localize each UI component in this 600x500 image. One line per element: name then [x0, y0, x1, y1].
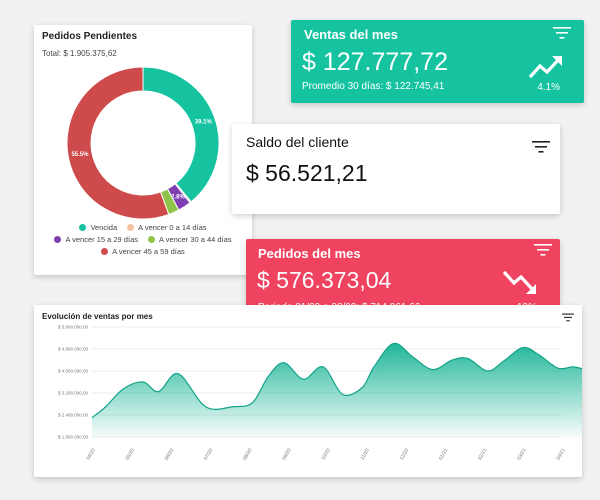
trend-up-icon — [528, 56, 562, 79]
legend-label: A vencer 15 a 29 días — [65, 235, 138, 244]
x-tick-label: 04/20 — [85, 447, 97, 461]
legend-dot — [54, 236, 62, 243]
x-tick-label: 09/20 — [281, 447, 293, 461]
legend-dot — [148, 236, 155, 243]
legend-label: A vencer 45 a 59 días — [112, 247, 185, 256]
legend-label: A vencer 0 a 14 días — [138, 223, 207, 232]
sales-area-fill — [92, 343, 582, 437]
x-tick-label: 01/21 — [438, 447, 450, 461]
legend-label: A vencer 30 a 44 días — [159, 235, 232, 244]
donut-slice-label: 39.1% — [195, 120, 213, 126]
legend-item[interactable]: Vencida — [79, 223, 117, 232]
sales-evolution-card: $ 1.600.000,00 $ 2.400.000,00 $ 3.200.000,… — [34, 305, 582, 477]
x-tick-label: 02/21 — [477, 447, 489, 461]
pending-orders-card: Pedidos Pendientes Total: $ 1.905.375,62… — [34, 25, 252, 275]
x-tick-label: 04/21 — [555, 447, 567, 461]
legend-item[interactable]: A vencer 0 a 14 días — [127, 223, 207, 232]
customer-balance-card: Saldo del cliente $ 56.521,21 — [232, 124, 560, 214]
legend-item[interactable]: A vencer 15 a 29 días — [54, 235, 138, 244]
sales-area-line — [91, 342, 582, 419]
x-tick-label: 07/20 — [203, 447, 215, 461]
customer-balance-value: $ 56.521,21 — [246, 160, 368, 186]
x-tick-label: 03/21 — [516, 447, 528, 461]
donut-slice[interactable] — [142, 66, 220, 203]
sales-evolution-title: Evolución de ventas por mes — [42, 312, 153, 321]
legend-item[interactable]: A vencer 45 a 59 días — [101, 247, 185, 256]
x-tick-label: 06/20 — [164, 447, 176, 461]
monthly-sales-value: $ 127.777,72 — [302, 48, 448, 76]
trend-down-icon — [502, 270, 536, 294]
y-tick-label: $ 4.800.000,00 — [58, 347, 89, 352]
sales-evolution-chart: $ 1.600.000,00 $ 2.400.000,00 $ 3.200.000,… — [58, 325, 582, 462]
legend-item[interactable]: A vencer 30 a 44 días — [148, 235, 232, 244]
monthly-orders-value: $ 576.373,04 — [257, 267, 392, 293]
monthly-orders-title: Pedidos del mes — [258, 246, 361, 261]
x-tick-label: 11/20 — [360, 448, 371, 462]
filter-icon[interactable] — [534, 244, 552, 256]
x-tick-label: 10/20 — [320, 447, 332, 461]
x-tick-label: 12/20 — [399, 447, 411, 461]
monthly-sales-title: Ventas del mes — [304, 27, 398, 42]
y-tick-label: $ 1.600.000,00 — [58, 435, 89, 440]
donut-slice[interactable] — [66, 66, 170, 220]
y-tick-label: $ 5.600.000,00 — [58, 325, 89, 330]
pending-orders-donut: 39.1% 2.8% 55.5% — [66, 66, 220, 220]
filter-icon[interactable] — [553, 27, 571, 39]
legend-label: Vencida — [90, 223, 118, 232]
filter-icon[interactable] — [562, 313, 574, 322]
y-tick-label: $ 2.400.000,00 — [58, 413, 89, 418]
x-tick-label: 08/20 — [242, 447, 254, 461]
legend-dot — [79, 224, 87, 231]
customer-balance-title: Saldo del cliente — [246, 134, 349, 150]
legend-dot — [101, 248, 109, 255]
legend-dot — [127, 224, 135, 231]
pending-orders-title: Pedidos Pendientes — [42, 31, 138, 42]
y-tick-label: $ 4.000.000,00 — [58, 369, 89, 374]
filter-icon[interactable] — [532, 141, 550, 153]
x-tick-label: 05/20 — [125, 447, 137, 461]
donut-slice-label: 2.8% — [171, 195, 185, 201]
monthly-sales-percent: 4.1% — [537, 82, 560, 93]
monthly-sales-card: Ventas del mes $ 127.777,72 Promedio 30 … — [291, 20, 584, 103]
donut-slice-label: 55.5% — [71, 152, 89, 158]
y-tick-label: $ 3.200.000,00 — [58, 391, 89, 396]
pending-orders-total: Total: $ 1.905.375,62 — [42, 49, 117, 58]
monthly-sales-average: Promedio 30 días: $ 122.745,41 — [302, 81, 445, 92]
donut-legend: Vencida A vencer 0 a 14 días A vencer 15… — [34, 223, 252, 259]
